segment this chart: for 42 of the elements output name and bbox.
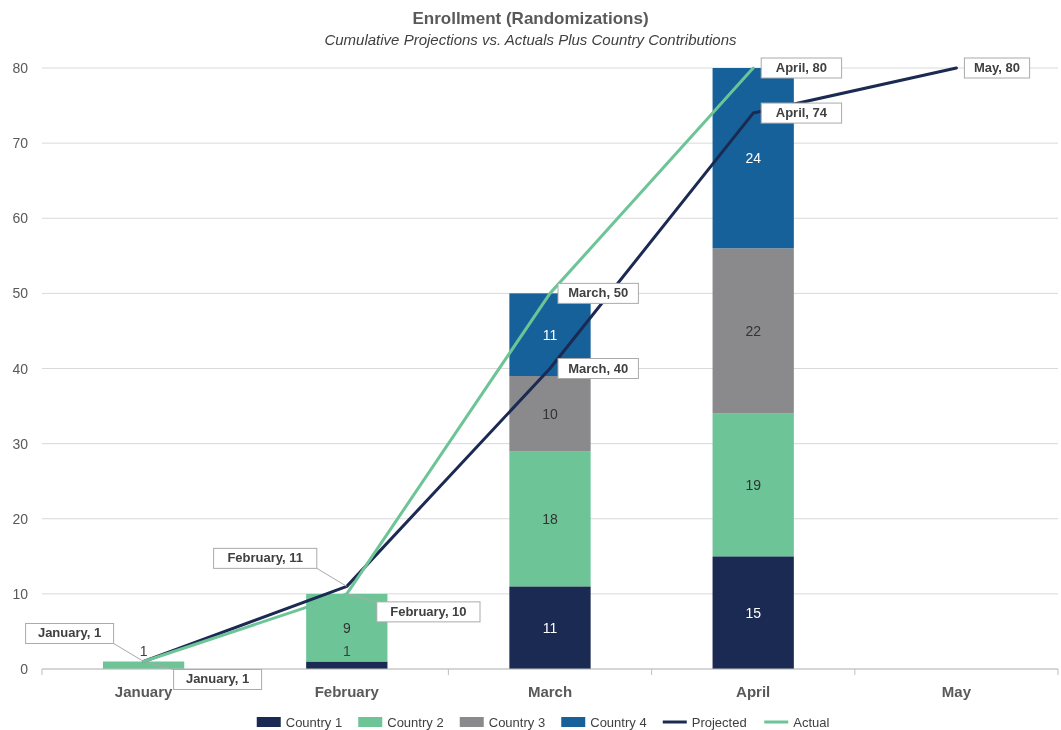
data-label: February, 11: [227, 550, 304, 566]
x-tick-label: April: [736, 683, 771, 700]
data-label: 15: [745, 604, 762, 621]
y-tick-label: 30: [12, 435, 29, 452]
y-tick-label: 50: [12, 285, 29, 302]
data-label: April, 74: [775, 105, 828, 121]
data-label: March, 40: [568, 360, 629, 376]
y-tick-label: 20: [12, 510, 29, 527]
y-tick-label: 0: [20, 661, 29, 677]
data-label: January, 1: [185, 671, 250, 687]
data-label: February, 10: [390, 603, 467, 619]
data-label: 22: [745, 322, 762, 339]
legend-label: Country 2: [387, 715, 444, 730]
data-label: 9: [342, 619, 351, 636]
y-tick-label: 10: [12, 585, 29, 602]
legend-label: Country 4: [590, 715, 647, 730]
data-label: 18: [542, 510, 558, 527]
data-label: 11: [542, 326, 558, 343]
legend-label: Country 3: [488, 715, 546, 730]
data-label: 24: [745, 150, 762, 167]
x-tick-label: February: [314, 683, 380, 700]
data-label: March, 50: [568, 285, 629, 301]
data-label: 11: [542, 619, 558, 636]
data-label: January, 1: [37, 625, 102, 641]
legend-label: Country 1: [285, 715, 343, 730]
data-label: May, 80: [973, 60, 1021, 75]
data-label: April, 80: [775, 60, 828, 75]
x-tick-label: January: [114, 683, 174, 700]
y-tick-label: 60: [12, 210, 29, 227]
data-label: 1: [342, 643, 351, 660]
legend-label: Actual: [793, 715, 830, 730]
chart-title: Enrollment (Randomizations): [412, 9, 649, 28]
x-tick-label: March: [527, 683, 573, 700]
legend-label: Projected: [691, 715, 747, 730]
y-tick-label: 40: [12, 360, 29, 377]
chart-subtitle: Cumulative Projections vs. Actuals Plus Country Contributions: [324, 31, 738, 48]
data-label: 10: [542, 405, 558, 422]
data-label: 1: [139, 643, 148, 660]
data-label: 19: [745, 476, 762, 493]
x-tick-label: May: [941, 683, 972, 700]
y-tick-label: 70: [12, 135, 29, 152]
y-tick-label: 80: [12, 60, 29, 76]
